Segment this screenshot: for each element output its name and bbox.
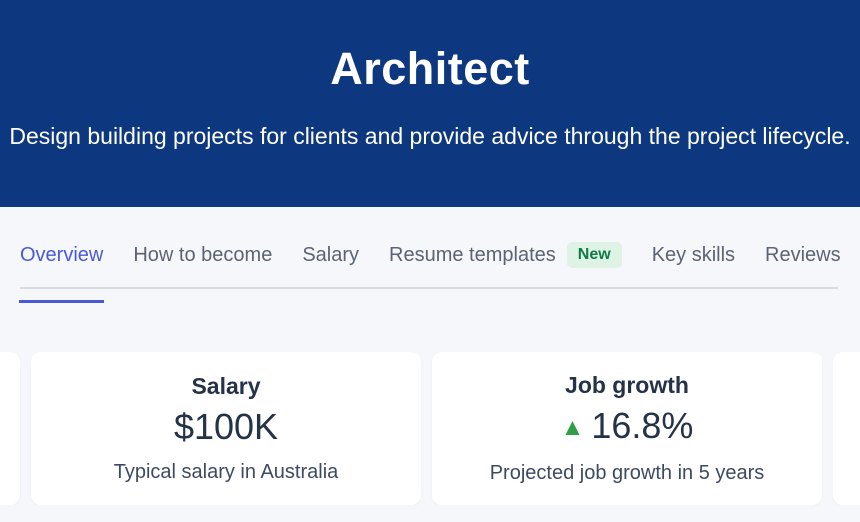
growth-percent: 16.8% [591,404,694,446]
tab-label: Overview [20,243,104,266]
stat-cards-carousel: Salary $100K Typical salary in Australia… [0,352,860,505]
card-caption: Typical salary in Australia [113,460,339,483]
tab-label: Key skills [651,243,736,266]
tab-resume-templates[interactable]: Resume templates New [389,221,622,289]
tab-key-skills[interactable]: Key skills [652,221,735,289]
tab-label: Salary [302,243,360,266]
hero-header: Architect Design building projects for c… [0,0,860,207]
partial-card-left [0,352,20,505]
trend-up-icon: ▲ [560,413,585,441]
tab-overview[interactable]: Overview [18,221,105,303]
card-title: Salary [191,372,261,399]
job-growth-value: ▲ 16.8% [560,404,694,448]
tab-list: Overview How to become Salary Resume tem… [18,207,841,303]
partial-card-right [833,352,860,505]
tab-reviews[interactable]: Reviews [765,221,841,289]
card-title: Job growth [565,371,689,398]
job-growth-card: Job growth ▲ 16.8% Projected job growth i… [432,352,822,505]
tab-how-to-become[interactable]: How to become [133,221,272,289]
salary-value: $100K [173,405,279,447]
tab-label: How to become [133,243,273,266]
salary-card: Salary $100K Typical salary in Australia [31,352,421,505]
page-subtitle: Design building projects for clients and… [9,123,851,149]
tab-salary[interactable]: Salary [302,221,359,289]
tab-bar: Overview How to become Salary Resume tem… [0,207,860,303]
page-title: Architect [330,43,530,94]
tab-divider [20,287,838,289]
tab-label: Resume templates [389,243,556,266]
tab-label: Reviews [765,243,841,266]
card-caption: Projected job growth in 5 years [489,461,765,484]
new-badge: New [566,242,622,268]
cards-strip: Salary $100K Typical salary in Australia… [0,352,860,505]
